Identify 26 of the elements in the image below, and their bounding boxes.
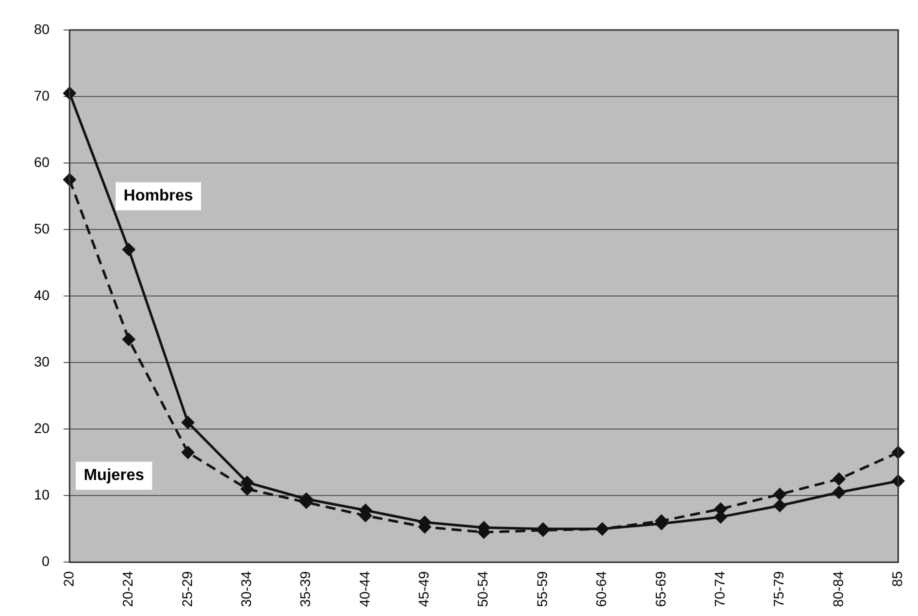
x-tick-label: 70-74 (711, 570, 728, 608)
y-tick-label: 70 (34, 87, 50, 104)
y-tick-label: 80 (34, 20, 50, 37)
x-tick-label: 75-79 (770, 570, 787, 608)
x-tick-label: 55-59 (534, 570, 550, 608)
text: Mujeres (84, 467, 144, 484)
x-tick-label: 45-49 (416, 570, 432, 608)
x-tick-label: 30-34 (238, 570, 254, 608)
x-tick-label: 50-54 (474, 570, 491, 608)
x-tick-label: 35-39 (297, 570, 314, 608)
x-tick-label: 20-24 (120, 570, 136, 608)
x-tick-label: 40-44 (356, 570, 372, 608)
x-tick-label: 25-29 (178, 570, 195, 608)
y-tick-label: 30 (34, 353, 50, 370)
y-tick-label: 20 (34, 420, 50, 436)
y-tick-label: 0 (42, 553, 50, 570)
y-tick-label: 10 (34, 486, 50, 503)
x-tick-label: 85 (889, 570, 906, 587)
x-tick-label: 65-69 (652, 570, 668, 608)
y-tick-label: 40 (34, 286, 50, 303)
series-label: Hombres (124, 188, 194, 205)
x-tick-label: 20 (60, 570, 76, 587)
y-tick-label: 60 (34, 154, 50, 170)
y-tick-label: 50 (34, 220, 50, 236)
x-tick-label: 80-84 (830, 570, 846, 608)
x-tick-label: 60-64 (593, 570, 610, 608)
